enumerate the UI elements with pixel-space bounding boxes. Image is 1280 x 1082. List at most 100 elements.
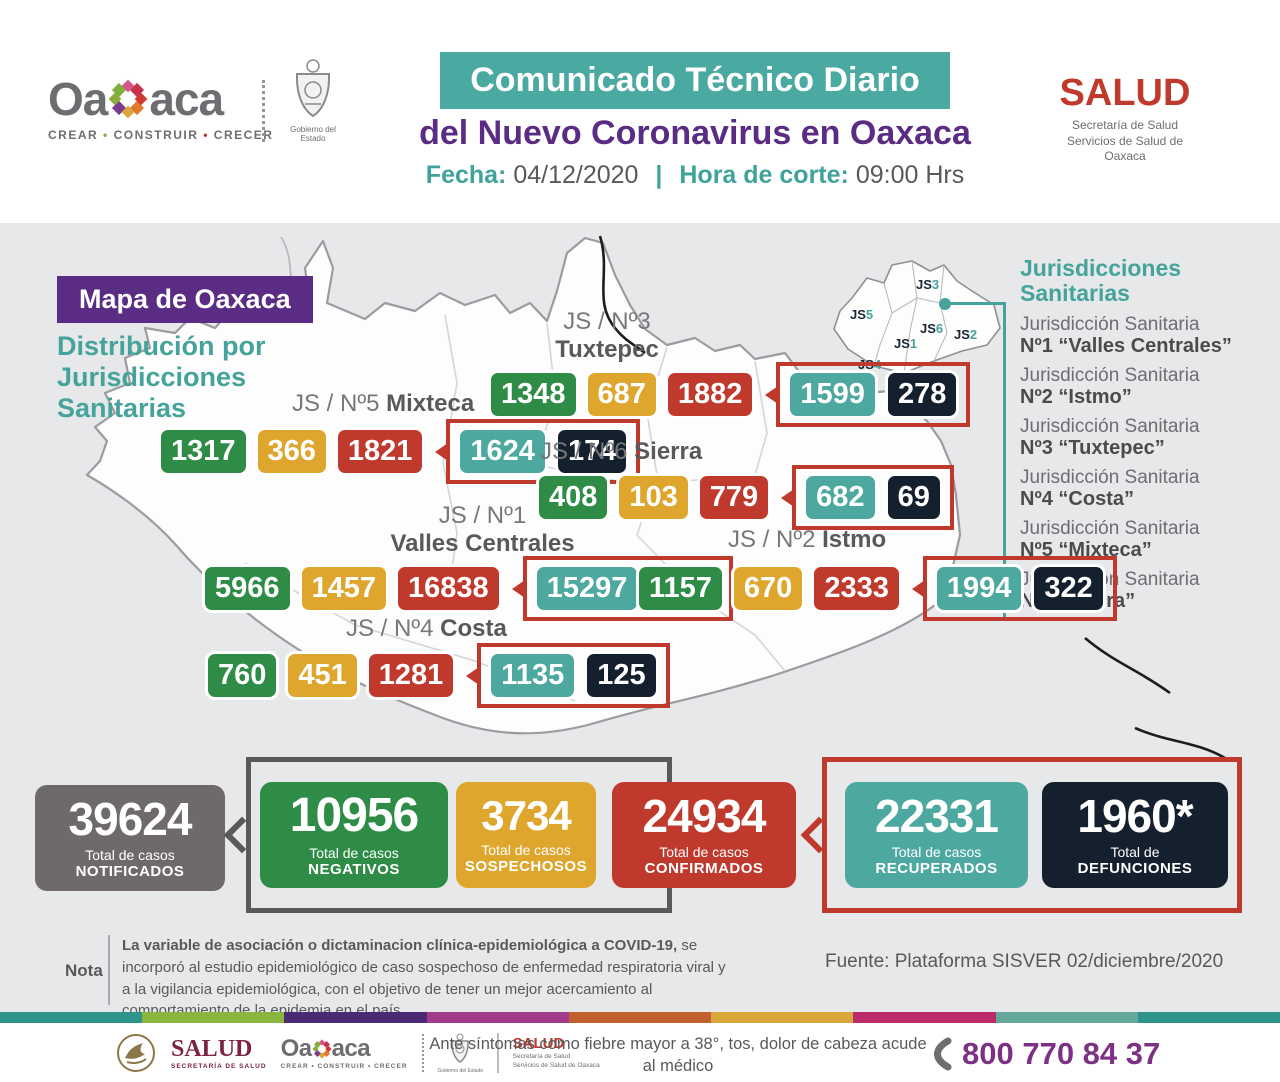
defunciones-chip: 125 (584, 651, 659, 700)
jurisdiction-label-costa: JS / Nº4 Costa (346, 615, 507, 642)
sospechosos-chip: 451 (285, 651, 360, 700)
fuente-text: Fuente: Plataforma SISVER 02/diciembre/2… (825, 951, 1224, 972)
sospechosos-chip: 103 (616, 473, 691, 522)
total-sospechosos-card: 3734 Total de casos SOSPECHOSOS (456, 782, 596, 888)
sospechosos-chip: 670 (730, 564, 806, 613)
oaxaca-diamond-x-icon (311, 1038, 332, 1059)
confirmados-chip: 2333 (811, 564, 902, 613)
negativos-chip: 1348 (488, 370, 579, 419)
dateline: Fecha: 04/12/2020 | Hora de corte: 09:00… (425, 161, 965, 189)
oaxaca-logo: Oa aca CREAR • CONSTRUIR • CRECER (48, 72, 273, 142)
salud-logo: SALUD Secretaría de Salud Servicios de S… (1045, 72, 1205, 165)
main-title: Comunicado Técnico Diario (440, 52, 950, 109)
eagle-crest-icon (117, 1034, 155, 1072)
map-title-badge: Mapa de Oaxaca (57, 276, 313, 323)
negativos-chip: 1157 (636, 564, 725, 613)
svg-text:JS5: JS5 (850, 307, 873, 322)
total-defunciones-card: 1960* Total de DEFUNCIONES (1042, 782, 1228, 888)
defunciones-chip: 322 (1031, 564, 1106, 613)
recuperados-chip: 682 (803, 473, 878, 522)
confirmados-chip: 1281 (365, 651, 457, 700)
recuperados-chip: 1624 (457, 427, 548, 476)
confirmados-chip: 779 (696, 473, 772, 522)
recuperados-chip: 1135 (488, 651, 578, 700)
nota-label: Nota (65, 961, 103, 980)
svg-text:JS6: JS6 (920, 321, 943, 336)
legend-item: Jurisdicción Sanitaria Nº3 “Tuxtepec” (1020, 415, 1200, 459)
legend-heading: Jurisdicciones Sanitarias (1020, 255, 1182, 307)
legend-item: Jurisdicción Sanitaria Nº4 “Costa” (1020, 466, 1200, 510)
recuperados-chip: 15297 (533, 564, 641, 613)
oaxaca-word-right: aca (149, 73, 224, 125)
jurisdiction-row-tuxtepec: 1348 687 1882 1599 278 (488, 362, 971, 427)
oaxaca-diamond-x-icon (109, 79, 148, 119)
recovered-deaths-box: 1135 125 (466, 643, 670, 708)
connector-line (945, 302, 1005, 305)
phone-icon (934, 1037, 952, 1071)
recuperados-chip: 1599 (787, 370, 878, 419)
gobierno-crest: Gobierno del Estado (278, 58, 348, 143)
nota-text: La variable de asociación o dictaminacio… (122, 937, 726, 1020)
sospechosos-chip: 1457 (298, 564, 390, 613)
total-confirmados-card: 24934 Total de casos CONFIRMADOS (612, 782, 796, 888)
negativos-chip: 1317 (158, 427, 249, 476)
svg-text:JS1: JS1 (894, 336, 917, 351)
jurisdiction-row-sierra: 408 103 779 682 69 (536, 465, 954, 530)
jurisdictions-legend: Jurisdicciones Sanitarias Jurisdicción S… (1020, 255, 1232, 613)
total-recuperados-card: 22331 Total de casos RECUPERADOS (845, 782, 1028, 888)
footer-color-stripe (0, 1012, 1280, 1023)
border-strokes (1084, 637, 1226, 760)
confirmados-chip: 1882 (664, 370, 756, 419)
jurisdiction-label-istmo: JS / Nº2 Istmo (728, 526, 887, 553)
recuperados-chip: 1994 (933, 564, 1025, 613)
confirmados-chip: 16838 (395, 564, 502, 613)
state-crest-icon (451, 1033, 470, 1063)
map-subtitle: Distribución por Jurisdicciones Sanitari… (57, 331, 266, 424)
fecha-value: 04/12/2020 (513, 161, 639, 189)
confirmados-value: 24934 (642, 790, 767, 842)
legend-item: Jurisdicción Sanitaria Nº2 “Istmo” (1020, 364, 1200, 408)
salud-wordmark: SALUD (1059, 72, 1191, 114)
phone-number: 800 770 84 37 (962, 1036, 1161, 1071)
salud-oaxaca-footer-logo: SALUD Secretaría de Salud Servicios de S… (512, 1035, 600, 1069)
footer-separator-line (497, 1033, 499, 1073)
sospechosos-chip: 366 (254, 427, 329, 476)
defunciones-value: 1960* (1077, 790, 1193, 842)
defunciones-chip: 69 (884, 473, 943, 522)
oaxaca-word-left: Oa (48, 73, 108, 125)
svg-text:JS3: JS3 (916, 277, 939, 292)
state-crest-icon (296, 59, 330, 118)
main-subtitle: del Nuevo Coronavirus en Oaxaca (419, 114, 971, 152)
salud-subtitle: Secretaría de Salud Servicios de Salud d… (1066, 118, 1184, 164)
confirmados-chip: 1821 (334, 427, 426, 476)
sospechosos-value: 3734 (481, 792, 571, 839)
jurisdiction-label-sierra: JS / Nº6 Sierra (540, 438, 703, 465)
jurisdiction-label-valles: JS / Nº1 Valles Centrales (390, 502, 575, 557)
oaxaca-tagline: CREAR • CONSTRUIR • CRECER (48, 128, 274, 142)
negativos-chip: 5966 (202, 564, 293, 613)
recovered-deaths-box: 682 69 (781, 465, 954, 530)
sospechosos-chip: 687 (584, 370, 659, 419)
recovered-deaths-box: 1994 322 (911, 556, 1117, 621)
recuperados-value: 22331 (875, 790, 999, 842)
footer-logos: SALUD SECRETARÍA DE SALUD Oa (115, 1032, 600, 1074)
legend-item: Jurisdicción Sanitaria Nº1 “Valles Centr… (1020, 313, 1232, 357)
map-panel: JS5 JS3 JS1 JS6 JS2 JS4 Mapa de Oaxaca D… (0, 223, 1280, 1019)
salud-federal-logo: SALUD SECRETARÍA DE SALUD (171, 1035, 267, 1070)
header-dotted-separator (262, 80, 265, 142)
hora-label: Hora de corte: (679, 161, 849, 189)
nota-divider (108, 935, 110, 1005)
hora-value: 09:00 Hrs (855, 161, 965, 189)
oaxaca-wordmark: Oa aca (48, 72, 273, 126)
svg-text:JS2: JS2 (954, 327, 977, 342)
outcome-group-outline (822, 757, 1242, 913)
negativos-chip: 408 (536, 473, 611, 522)
defunciones-chip: 278 (884, 370, 960, 419)
legend-item: Jurisdicción Sanitaria Nº5 “Mixteca” (1020, 517, 1200, 561)
jurisdiction-row-costa: 760 451 1281 1135 125 (205, 643, 670, 708)
total-notificados-card: 39624 Total de casos NOTIFICADOS (35, 785, 225, 891)
notificados-value: 39624 (68, 793, 193, 845)
header-titles: Comunicado Técnico Diario del Nuevo Coro… (385, 52, 1005, 190)
footer-dotted-separator (421, 1034, 424, 1072)
